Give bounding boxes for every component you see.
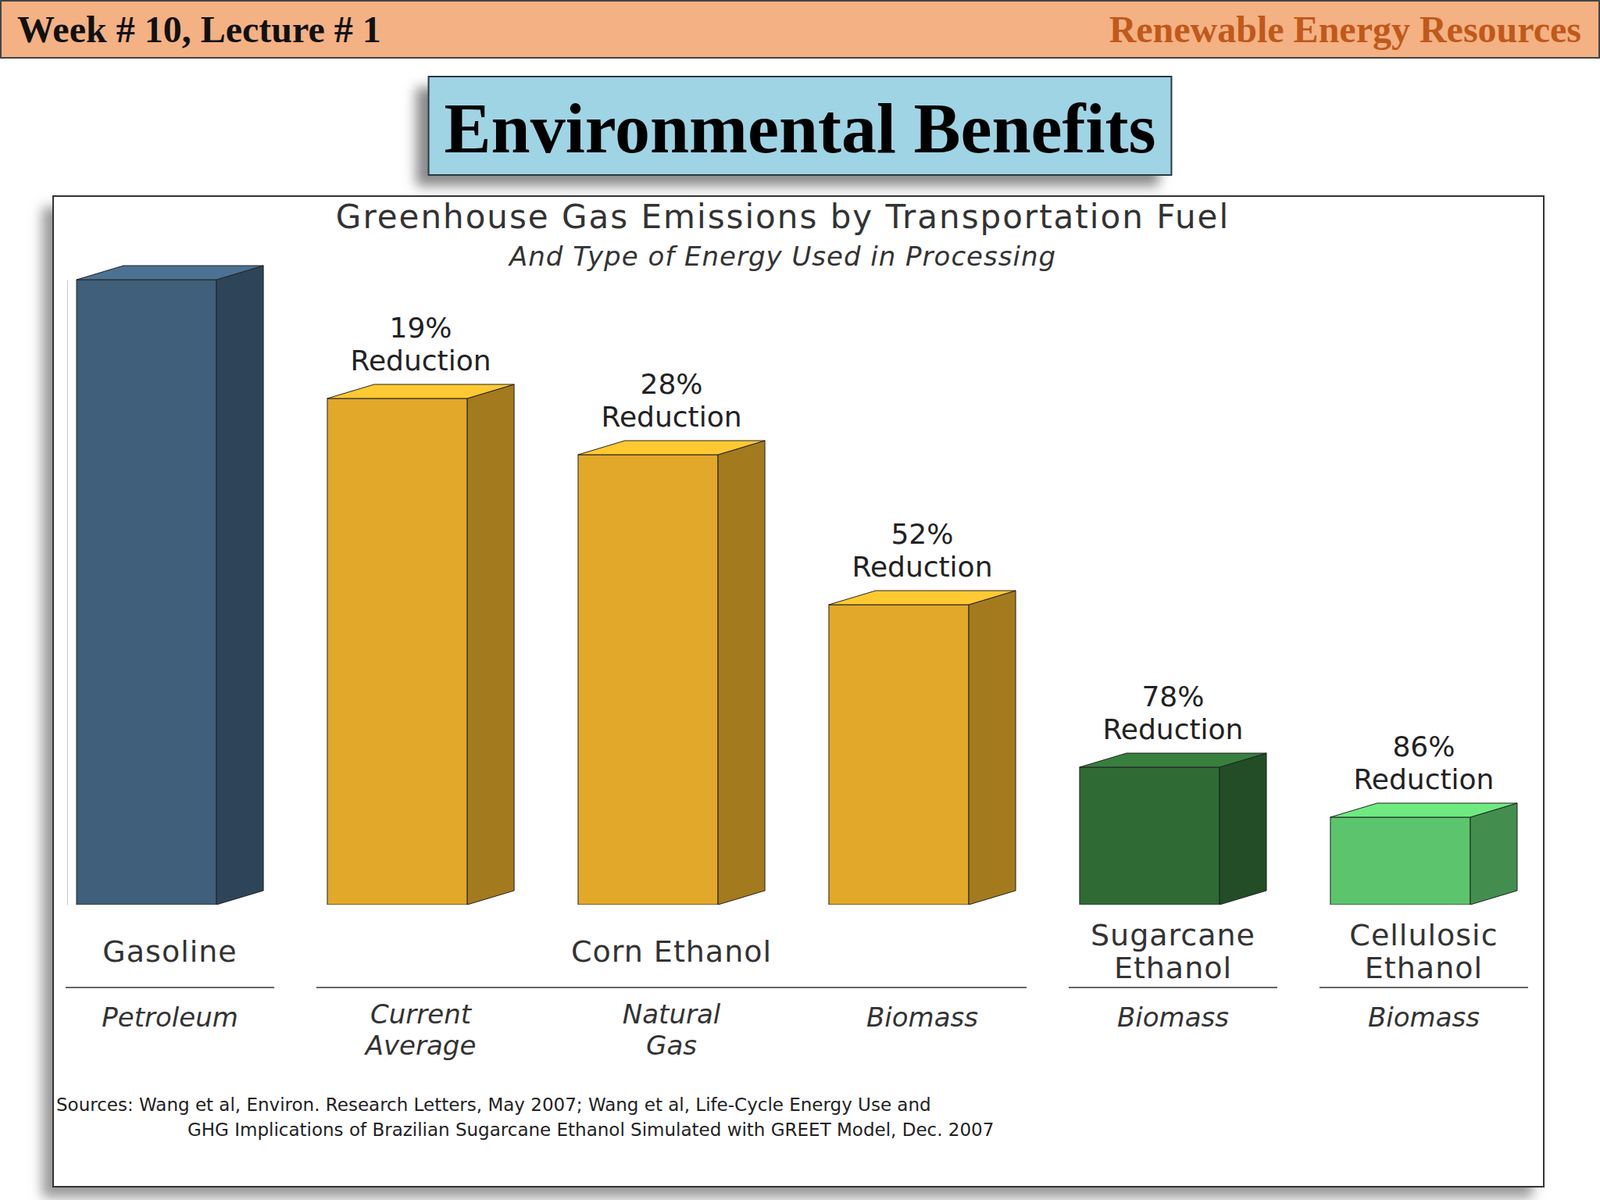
bar-group <box>1079 753 1267 905</box>
text-line: Biomass <box>1117 1001 1229 1033</box>
text-line: Average <box>364 1029 477 1061</box>
text-line: Corn Ethanol <box>571 934 772 969</box>
chart-title: Greenhouse Gas Emissions by Transportati… <box>335 197 1230 236</box>
y-axis-line <box>67 280 68 906</box>
header-left: Week # 10, Lecture # 1 <box>17 8 382 50</box>
text-line: Cellulosic <box>1349 917 1498 953</box>
bar <box>578 454 718 905</box>
slide-title-group: Environmental Benefits <box>416 76 1172 186</box>
text-line: Reduction <box>601 400 743 433</box>
text-line: 86% <box>1392 730 1455 763</box>
text-line: Biomass <box>866 1001 979 1033</box>
text-line: Ethanol <box>1364 950 1483 986</box>
y-axis <box>67 280 68 906</box>
source-note: GHG Implications of Brazilian Sugarcane … <box>187 1119 994 1140</box>
text-line: Current <box>370 998 473 1030</box>
bar-group <box>1330 803 1518 905</box>
text-line: Petroleum <box>101 1001 239 1033</box>
group-separator <box>1319 986 1529 989</box>
bar-top <box>1330 803 1518 818</box>
bar <box>76 279 217 905</box>
bar-side <box>968 590 1016 905</box>
category-label: Biomass <box>1117 1001 1229 1033</box>
text-line: Sugarcane <box>1090 917 1256 953</box>
bar-side <box>1219 753 1267 905</box>
bar-side <box>467 384 515 905</box>
text-line: 19% <box>389 311 453 344</box>
group-label: Gasoline <box>102 934 237 969</box>
bar <box>327 398 468 905</box>
bar-top <box>327 384 515 399</box>
category-label: Petroleum <box>101 1001 239 1033</box>
bar-group <box>578 440 765 905</box>
text-line: Gasoline <box>102 934 237 969</box>
bar-group <box>828 590 1016 905</box>
group-label: CellulosicEthanol <box>1349 917 1498 986</box>
category-label: Biomass <box>1367 1001 1480 1033</box>
text-line: Reduction <box>1102 713 1243 746</box>
text-line: 78% <box>1141 680 1204 713</box>
header-right: Renewable Energy Resources <box>1109 8 1582 50</box>
chart-frame <box>53 196 1544 1187</box>
bar-top <box>828 590 1016 605</box>
bar <box>1330 817 1471 905</box>
bar-top <box>76 265 264 280</box>
annotation: 52%Reduction <box>852 517 993 583</box>
annotation: 28%Reduction <box>601 367 743 433</box>
text-line: 52% <box>890 517 954 550</box>
bar-group <box>327 384 515 905</box>
group-separator <box>1068 986 1278 989</box>
slide-title-box <box>428 76 1172 175</box>
chart-subtitle: And Type of Energy Used in Processing <box>507 240 1057 272</box>
text-line: Reduction <box>1353 763 1494 796</box>
bar-side <box>216 265 264 905</box>
annotation: 86%Reduction <box>1353 730 1494 796</box>
annotation: 19%Reduction <box>350 311 492 377</box>
bar-top <box>578 440 765 455</box>
text-line: Reduction <box>350 344 492 377</box>
source-note: Sources: Wang et al, Environ. Research L… <box>56 1094 932 1115</box>
text-line: 28% <box>640 367 704 400</box>
text-line: Reduction <box>852 550 993 583</box>
category-label: Biomass <box>866 1001 979 1033</box>
bar-side <box>1470 803 1518 905</box>
text-line: Natural <box>622 998 722 1030</box>
bar-top <box>1079 753 1267 768</box>
text-line: Gas <box>646 1029 697 1061</box>
category-label: NaturalGas <box>622 998 722 1061</box>
page-root: Week # 10, Lecture # 1 Renewable Energy R… <box>0 0 1600 1200</box>
category-label: CurrentAverage <box>364 998 477 1061</box>
bar-group <box>76 265 264 905</box>
annotation: 78%Reduction <box>1102 680 1243 746</box>
bar <box>1079 767 1220 905</box>
group-separator <box>316 986 1027 989</box>
bar-side <box>717 440 765 905</box>
labels: 19%Reduction28%Reduction52%Reduction78%R… <box>56 311 1529 1140</box>
slide-title: Environmental Benefits <box>444 89 1157 168</box>
bars <box>76 265 1518 905</box>
slide-canvas: Week # 10, Lecture # 1 Renewable Energy R… <box>0 0 1600 1200</box>
header-bar <box>0 0 1600 58</box>
group-label: SugarcaneEthanol <box>1090 917 1256 986</box>
group-separator <box>65 986 275 989</box>
text-line: Ethanol <box>1114 950 1233 986</box>
group-label: Corn Ethanol <box>571 934 772 969</box>
bar <box>828 604 969 905</box>
text-line: Biomass <box>1367 1001 1480 1033</box>
